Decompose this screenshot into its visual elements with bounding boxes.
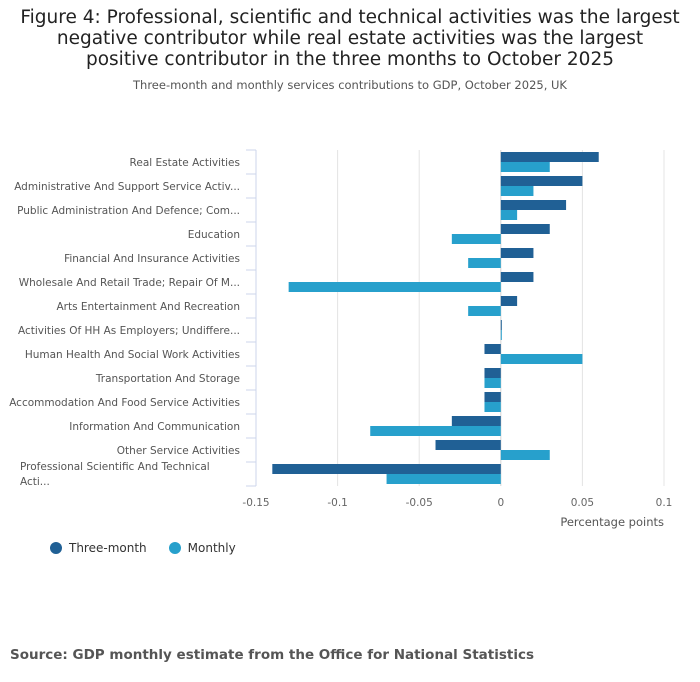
- bar-monthly: [500, 450, 550, 460]
- x-tick-label: 0.1: [656, 497, 673, 509]
- bar-monthly: [288, 282, 501, 292]
- bar-three-month: [500, 272, 534, 282]
- bar-monthly: [500, 210, 518, 220]
- category-label: Real Estate Activities: [130, 157, 240, 169]
- legend-item-three-month[interactable]: Three-month: [50, 541, 147, 555]
- category-label: Professional Scientific And Technical Act…: [20, 461, 210, 488]
- category-label: Information And Communication: [69, 421, 240, 433]
- x-axis-title: Percentage points: [560, 515, 664, 529]
- bar-three-month: [484, 392, 501, 402]
- bar-three-month: [500, 320, 502, 330]
- legend-label: Monthly: [187, 541, 236, 555]
- bar-three-month: [500, 152, 599, 162]
- x-tick-label: -0.05: [406, 497, 433, 509]
- bar-three-month: [500, 224, 550, 234]
- chart-title: Figure 4: Professional, scientific and t…: [20, 7, 680, 70]
- bar-three-month: [484, 344, 501, 354]
- bar-three-month: [500, 176, 583, 186]
- bar-three-month: [500, 200, 567, 210]
- source-note: Source: GDP monthly estimate from the Of…: [10, 647, 535, 663]
- bar-monthly: [484, 402, 501, 412]
- x-tick-label: 0.05: [571, 497, 594, 509]
- category-label: Transportation And Storage: [95, 373, 240, 385]
- legend-swatch: [50, 542, 62, 554]
- x-tick-label: -0.15: [242, 497, 269, 509]
- x-tick-label: 0: [497, 497, 504, 509]
- bar-three-month: [272, 464, 501, 474]
- bar-three-month: [451, 416, 501, 426]
- category-label: Public Administration And Defence; Com..…: [17, 205, 240, 217]
- legend-item-monthly[interactable]: Monthly: [168, 541, 236, 555]
- bar-monthly: [468, 306, 501, 316]
- category-label: Other Service Activities: [117, 445, 240, 457]
- category-label: Accommodation And Food Service Activitie…: [9, 397, 240, 409]
- bar-monthly: [500, 354, 583, 364]
- bar-three-month: [500, 296, 518, 306]
- legend-label: Three-month: [69, 541, 147, 555]
- bar-monthly: [468, 258, 501, 268]
- category-label: Wholesale And Retail Trade; Repair Of M.…: [19, 277, 240, 289]
- bar-monthly: [451, 234, 501, 244]
- bar-chart: -0.15 -0.1 -0.05 0 0.05 0.1 Real Estate Activi…: [9, 149, 673, 529]
- bar-monthly: [500, 186, 534, 196]
- x-tick-label: -0.1: [327, 497, 348, 509]
- category-label: Administrative And Support Service Activ…: [14, 181, 240, 193]
- legend-swatch: [168, 542, 181, 554]
- legend: Three-month Monthly: [50, 541, 236, 555]
- bar-three-month: [500, 248, 534, 258]
- bar-monthly: [500, 330, 502, 340]
- bar-monthly: [370, 426, 501, 436]
- bar-monthly: [500, 162, 550, 172]
- bar-monthly: [484, 378, 501, 388]
- chart-subtitle: Three-month and monthly services contrib…: [133, 78, 567, 92]
- category-label: Human Health And Social Work Activities: [25, 349, 240, 361]
- bar-monthly: [386, 474, 501, 484]
- category-label: Financial And Insurance Activities: [64, 253, 240, 265]
- bar-three-month: [435, 440, 501, 450]
- category-label: Activities Of HH As Employers; Undiffere…: [18, 325, 240, 337]
- category-label: Education: [188, 229, 240, 241]
- category-label: Arts Entertainment And Recreation: [56, 301, 240, 313]
- bar-three-month: [484, 368, 501, 378]
